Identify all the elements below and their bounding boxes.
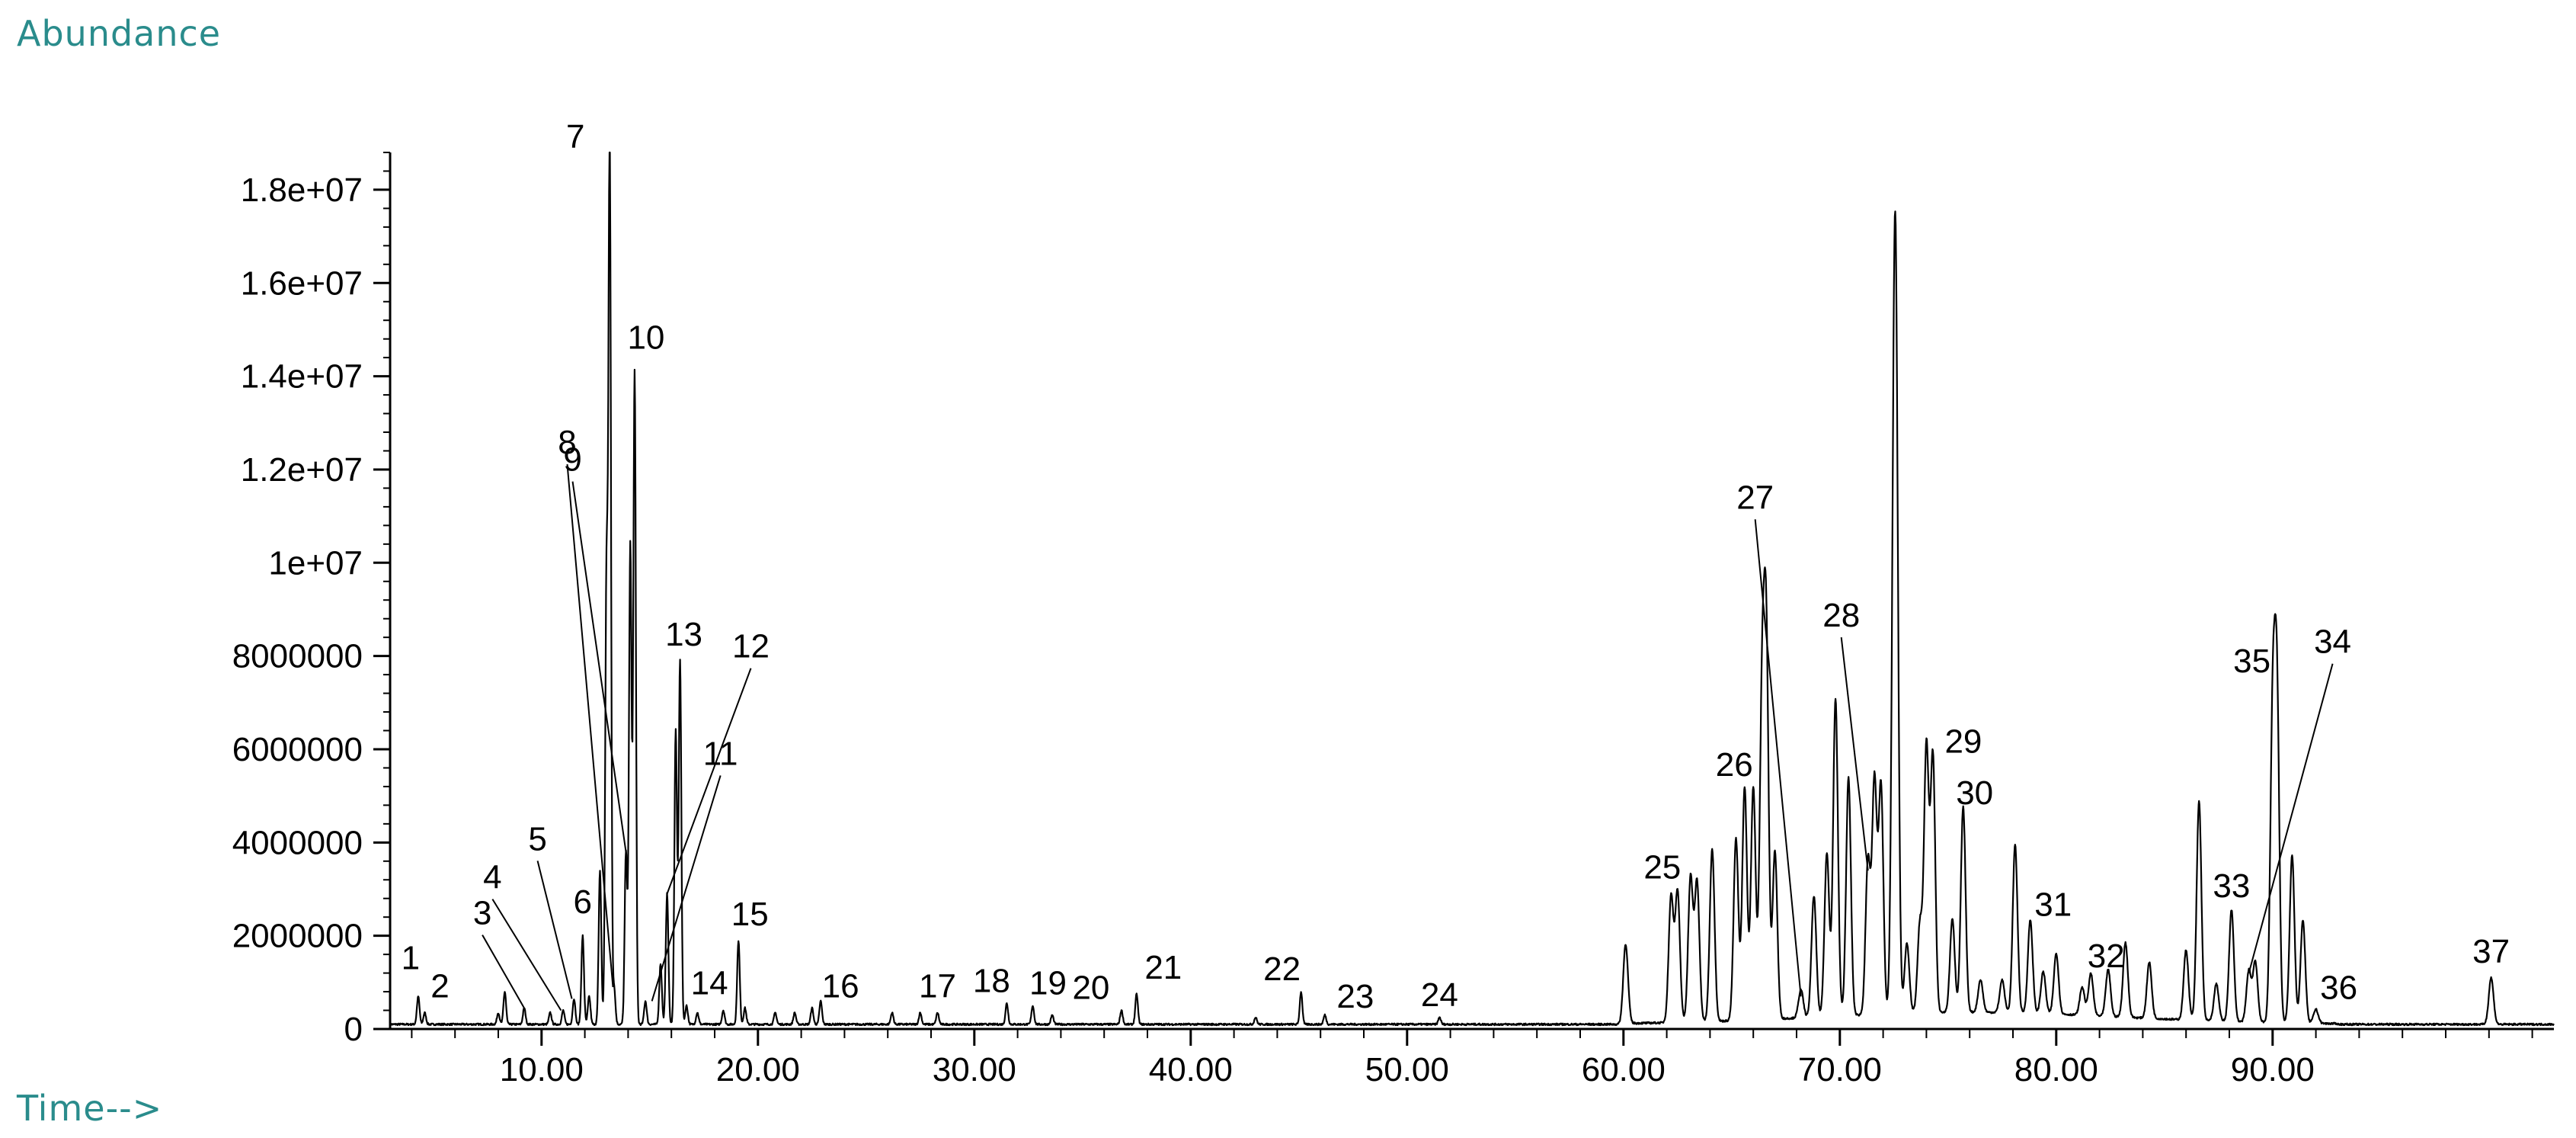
peak-leader-line (651, 775, 722, 1002)
y-tick-label: 1.6e+07 (241, 264, 363, 302)
peak-label-35: 35 (2233, 643, 2270, 680)
peak-leader-line (1840, 637, 1869, 871)
peak-label-20: 20 (1072, 970, 1109, 1007)
peak-leader-line (571, 481, 627, 852)
x-tick-label: 60.00 (1582, 1051, 1666, 1088)
peak-label-15: 15 (731, 896, 769, 933)
x-axis-title: Time--> (16, 1088, 162, 1129)
y-tick-label: 8000000 (232, 638, 363, 675)
y-tick-label: 4000000 (232, 824, 363, 861)
peak-leader-line (491, 899, 562, 1011)
x-axis: 10.00 20.00 30.00 40.00 50.00 60.00 70.00 80.00… (390, 1027, 2554, 1088)
y-tick-label: 1.2e+07 (241, 451, 363, 489)
peak-label-31: 31 (2034, 886, 2072, 924)
y-axis-title: Abundance (17, 13, 221, 54)
peak-label-30: 30 (1956, 774, 1993, 812)
peak-leader-line (1754, 519, 1802, 997)
peak-label-29: 29 (1944, 723, 1982, 761)
peak-label-5: 5 (528, 820, 546, 858)
peak-leader-line (666, 668, 752, 895)
y-axis: 0 2000000 4000000 6000000 8000000 1e+07 1.2e+0… (232, 152, 392, 1048)
peak-label-28: 28 (1822, 597, 1860, 634)
peak-label-11: 11 (703, 735, 738, 772)
peak-leader-line (566, 463, 614, 988)
peak-label-16: 16 (822, 968, 859, 1005)
peak-label-34: 34 (2314, 623, 2351, 661)
x-tick-label: 70.00 (1798, 1051, 1882, 1088)
peak-label-22: 22 (1263, 950, 1301, 988)
peak-label-10: 10 (627, 319, 664, 357)
peak-label-21: 21 (1144, 949, 1182, 986)
y-tick-label: 1.4e+07 (241, 358, 363, 396)
peak-label-17: 17 (919, 968, 956, 1005)
y-tick-label: 2000000 (232, 918, 363, 955)
peak-label-7: 7 (566, 118, 584, 155)
peak-label-13: 13 (665, 616, 702, 653)
peak-leader-line (536, 861, 573, 999)
peak-label-6: 6 (574, 883, 592, 921)
y-tick-label: 1e+07 (268, 544, 363, 582)
peak-label-36: 36 (2320, 970, 2357, 1007)
peak-label-4: 4 (483, 859, 501, 896)
peak-label-8: 8 (558, 424, 576, 461)
peak-label-18: 18 (973, 962, 1010, 999)
peak-label-27: 27 (1736, 479, 1774, 516)
x-tick-label: 40.00 (1149, 1051, 1233, 1088)
peak-label-9: 9 (563, 441, 581, 479)
x-tick-label: 30.00 (933, 1051, 1016, 1088)
peak-label-19: 19 (1029, 965, 1067, 1002)
peak-label-26: 26 (1716, 746, 1753, 784)
peak-label-24: 24 (1421, 976, 1458, 1014)
peak-label-2: 2 (430, 968, 449, 1005)
x-tick-label: 10.00 (500, 1051, 584, 1088)
peak-label-37: 37 (2472, 933, 2510, 970)
peak-label-23: 23 (1336, 978, 1374, 1015)
peak-label-33: 33 (2213, 867, 2250, 905)
peak-leader-line (482, 934, 525, 1009)
y-tick-label: 1.8e+07 (241, 172, 363, 209)
peak-label-14: 14 (691, 965, 728, 1002)
x-tick-label: 90.00 (2231, 1051, 2315, 1088)
x-tick-label: 20.00 (716, 1051, 800, 1088)
chromatogram-trace (389, 151, 2555, 1027)
peak-label-32: 32 (2088, 938, 2125, 975)
peak-leader-line (2248, 663, 2334, 973)
peak-label-1: 1 (402, 939, 420, 976)
x-tick-label: 50.00 (1365, 1051, 1449, 1088)
peak-label-3: 3 (473, 895, 491, 932)
peak-label-12: 12 (732, 628, 770, 665)
y-tick-label: 6000000 (232, 731, 363, 768)
peak-label-25: 25 (1643, 849, 1681, 886)
y-tick-label: 0 (344, 1011, 363, 1048)
x-tick-label: 80.00 (2014, 1051, 2098, 1088)
